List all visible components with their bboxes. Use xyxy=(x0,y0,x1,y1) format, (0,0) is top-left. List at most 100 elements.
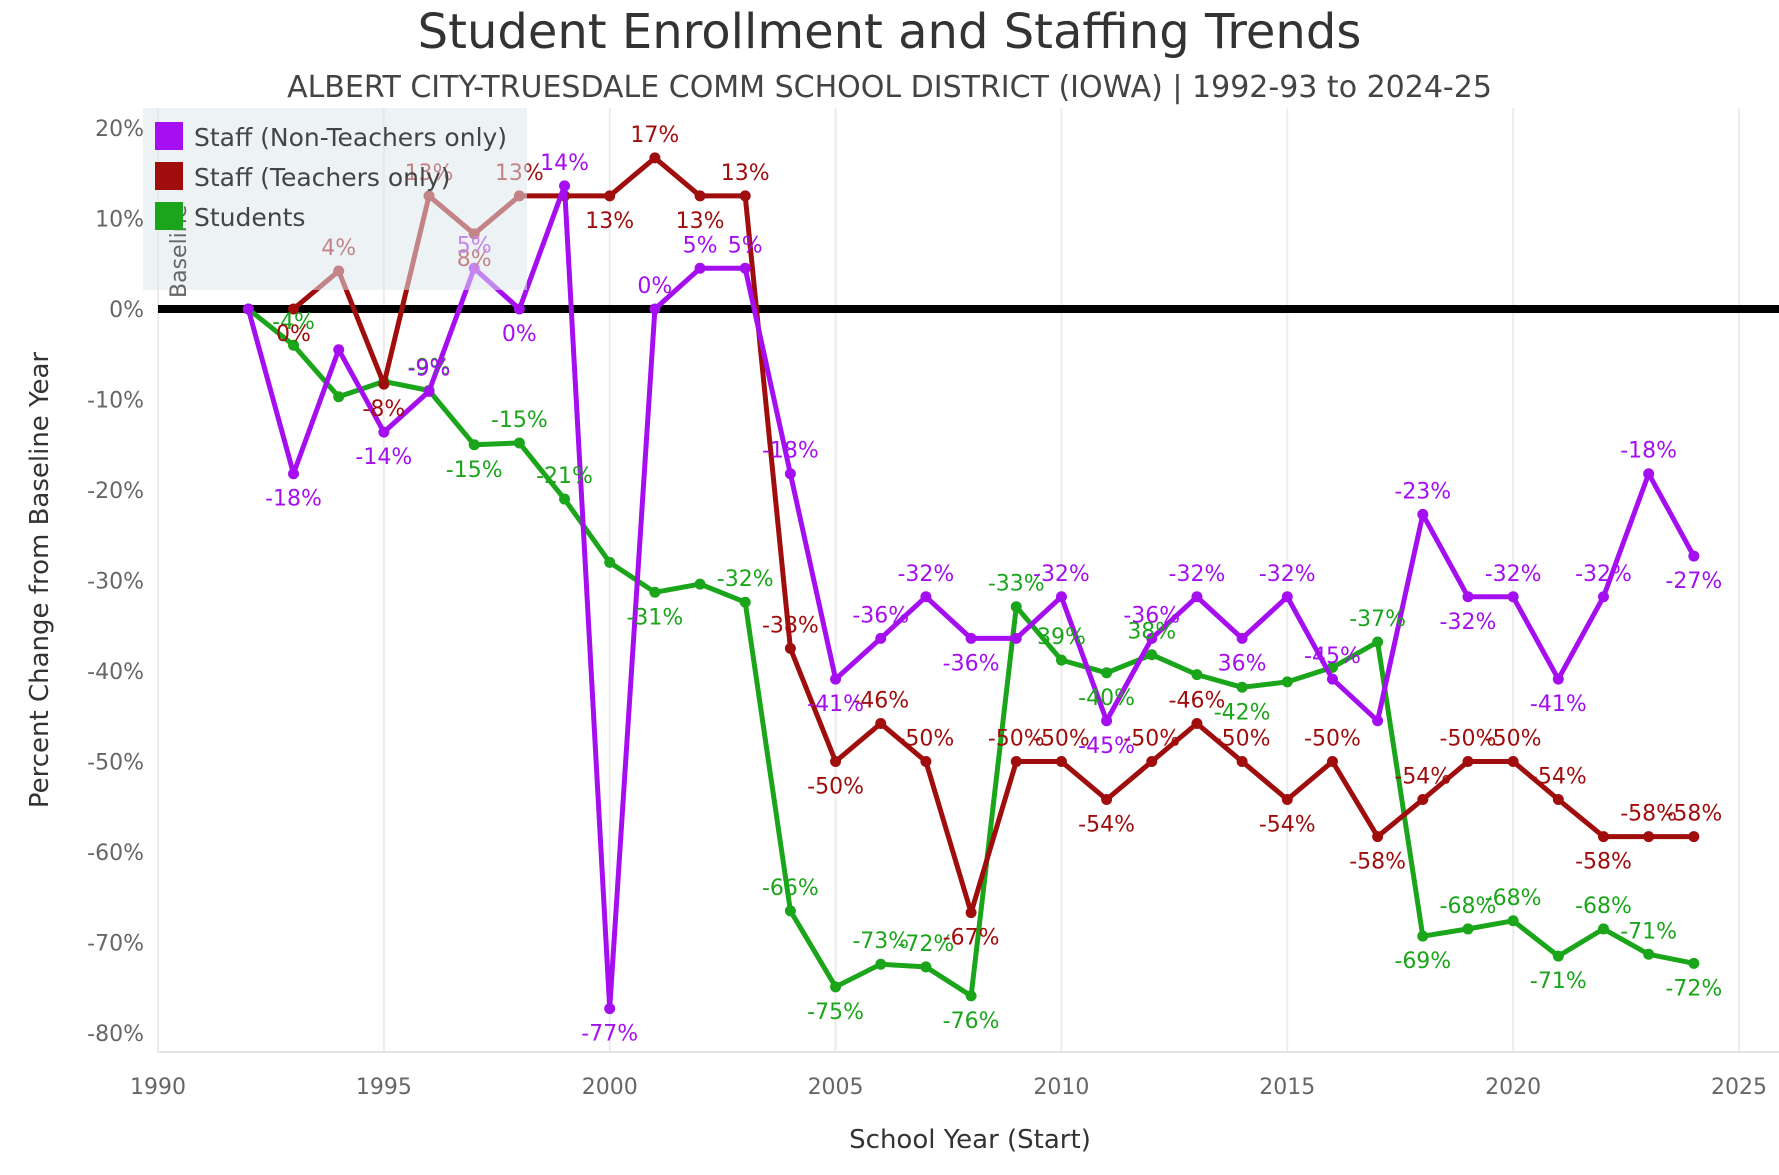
data-point-staff-non-teachers-only-1992 xyxy=(242,303,254,315)
data-label-staff-non-teachers-only-1993: -18% xyxy=(265,487,322,512)
data-label-staff-teachers-only-2009: -50% xyxy=(988,727,1045,752)
data-label-staff-teachers-only-2024: -58% xyxy=(1665,802,1722,827)
data-label-students-2003: -32% xyxy=(717,567,774,592)
data-point-staff-teachers-only-2000 xyxy=(604,190,616,202)
data-point-staff-teachers-only-2024 xyxy=(1688,831,1700,843)
data-point-students-1993 xyxy=(288,339,300,351)
data-label-staff-non-teachers-only-2007: -32% xyxy=(897,562,954,587)
data-label-students-2017: -37% xyxy=(1349,607,1406,632)
data-label-students-1997: -15% xyxy=(446,458,503,483)
data-label-staff-teachers-only-2010: -50% xyxy=(1033,727,1090,752)
data-point-staff-non-teachers-only-2019 xyxy=(1462,591,1474,603)
x-tick-label-2000: 2000 xyxy=(582,1075,638,1100)
data-point-staff-teachers-only-2012 xyxy=(1146,756,1158,767)
data-point-staff-non-teachers-only-2006 xyxy=(875,632,887,644)
data-label-staff-teachers-only-2012: -50% xyxy=(1123,727,1180,752)
data-label-staff-non-teachers-only-1995: -14% xyxy=(355,445,412,470)
data-point-students-2002 xyxy=(694,578,706,590)
data-point-staff-non-teachers-only-1995 xyxy=(378,426,390,438)
data-point-staff-non-teachers-only-2005 xyxy=(830,673,842,685)
data-label-staff-non-teachers-only-1998: 0% xyxy=(502,322,537,347)
data-label-staff-teachers-only-2022: -58% xyxy=(1575,850,1632,875)
data-label-students-2020: -68% xyxy=(1485,886,1542,911)
data-point-staff-non-teachers-only-1993 xyxy=(288,468,300,480)
data-label-students-2019: -68% xyxy=(1440,894,1497,919)
data-label-students-2018: -69% xyxy=(1394,949,1451,974)
y-tick-label--70: -70% xyxy=(87,932,144,957)
data-label-students-2012: 38% xyxy=(1127,620,1176,645)
data-point-staff-non-teachers-only-2024 xyxy=(1688,550,1700,562)
data-point-students-2020 xyxy=(1507,915,1519,927)
data-label-staff-teachers-only-2020: -50% xyxy=(1485,727,1542,752)
data-point-staff-non-teachers-only-2007 xyxy=(920,591,932,603)
data-label-staff-teachers-only-2005: -50% xyxy=(807,775,864,800)
data-label-staff-non-teachers-only-2012: -36% xyxy=(1123,603,1180,628)
data-label-students-2001: -31% xyxy=(626,605,683,630)
data-label-staff-teachers-only-2000: 13% xyxy=(585,209,634,234)
data-point-students-2017 xyxy=(1372,636,1384,648)
data-point-staff-teachers-only-2002 xyxy=(694,190,706,202)
data-point-students-2012 xyxy=(1146,649,1158,661)
data-label-staff-non-teachers-only-2013: -32% xyxy=(1169,562,1226,587)
data-label-staff-non-teachers-only-2000: -77% xyxy=(581,1022,638,1047)
data-label-staff-non-teachers-only-2004: -18% xyxy=(762,439,819,464)
data-point-staff-non-teachers-only-2012 xyxy=(1146,632,1158,644)
data-point-students-2023 xyxy=(1643,948,1655,960)
y-tick-label--50: -50% xyxy=(87,751,144,776)
data-point-staff-teachers-only-2017 xyxy=(1372,831,1384,843)
data-point-students-2006 xyxy=(875,958,887,970)
data-point-students-2014 xyxy=(1236,681,1248,693)
data-label-staff-non-teachers-only-2003: 5% xyxy=(728,233,763,258)
data-point-staff-teachers-only-1995 xyxy=(378,378,390,390)
x-axis-label: School Year (Start) xyxy=(849,1125,1091,1155)
data-point-students-2013 xyxy=(1191,669,1203,681)
data-label-staff-teachers-only-2019: -50% xyxy=(1440,727,1497,752)
data-point-staff-teachers-only-2003 xyxy=(739,190,751,202)
data-label-students-2004: -66% xyxy=(762,876,819,901)
data-label-students-2011: -40% xyxy=(1078,686,1135,711)
data-label-students-2007: -72% xyxy=(897,932,954,957)
data-label-staff-teachers-only-2002: 13% xyxy=(676,209,725,234)
data-point-staff-teachers-only-2009 xyxy=(1010,756,1022,767)
axes: 1990 1995 2000 2005 2010 2015 2020 2025 20% 10% 0%… xyxy=(87,117,1779,1100)
y-tick-label-20: 20% xyxy=(95,117,144,142)
data-point-staff-non-teachers-only-2002 xyxy=(694,262,706,274)
x-tick-label-2005: 2005 xyxy=(808,1075,864,1100)
data-label-students-2014: -42% xyxy=(1214,700,1271,725)
data-point-students-2005 xyxy=(830,981,842,993)
data-point-staff-non-teachers-only-2018 xyxy=(1417,508,1429,520)
data-point-staff-non-teachers-only-2001 xyxy=(649,303,661,315)
x-tick-label-2025: 2025 xyxy=(1711,1075,1767,1100)
data-point-students-2022 xyxy=(1597,923,1609,935)
data-label-staff-non-teachers-only-2024: -27% xyxy=(1665,569,1722,594)
data-label-students-2021: -71% xyxy=(1530,969,1587,994)
data-point-staff-teachers-only-2011 xyxy=(1101,794,1113,806)
data-point-staff-non-teachers-only-2015 xyxy=(1281,591,1293,603)
legend-swatch-staff-teachers-only xyxy=(155,162,183,190)
data-point-staff-non-teachers-only-2023 xyxy=(1643,468,1655,480)
y-tick-label--80: -80% xyxy=(87,1022,144,1047)
data-point-staff-teachers-only-2001 xyxy=(649,152,661,164)
data-point-students-1997 xyxy=(468,439,480,451)
data-point-staff-teachers-only-2015 xyxy=(1281,794,1293,806)
data-label-staff-teachers-only-1993: 0% xyxy=(276,322,311,347)
data-label-staff-non-teachers-only-2001: 0% xyxy=(637,274,672,299)
data-point-students-1994 xyxy=(333,391,345,403)
chart-title: Student Enrollment and Staffing Trends xyxy=(417,4,1362,60)
data-point-students-2008 xyxy=(965,990,977,1002)
data-label-students-2005: -75% xyxy=(807,1000,864,1025)
data-point-staff-teachers-only-2010 xyxy=(1055,756,1067,767)
data-label-students-2006: -73% xyxy=(852,929,909,954)
data-point-students-2001 xyxy=(649,586,661,598)
legend-background xyxy=(143,108,527,290)
data-label-staff-teachers-only-2011: -54% xyxy=(1078,813,1135,838)
data-label-staff-teachers-only-2014: -50% xyxy=(1214,727,1271,752)
data-label-staff-teachers-only-2006: -46% xyxy=(852,688,909,713)
data-point-students-1998 xyxy=(513,437,525,449)
data-point-students-2018 xyxy=(1417,930,1429,942)
data-point-staff-non-teachers-only-2009 xyxy=(1010,632,1022,644)
data-label-staff-non-teachers-only-2010: -32% xyxy=(1033,562,1090,587)
data-label-staff-non-teachers-only-2018: -23% xyxy=(1394,479,1451,504)
data-point-students-2003 xyxy=(739,596,751,608)
data-label-staff-teachers-only-2018: -54% xyxy=(1394,765,1451,790)
